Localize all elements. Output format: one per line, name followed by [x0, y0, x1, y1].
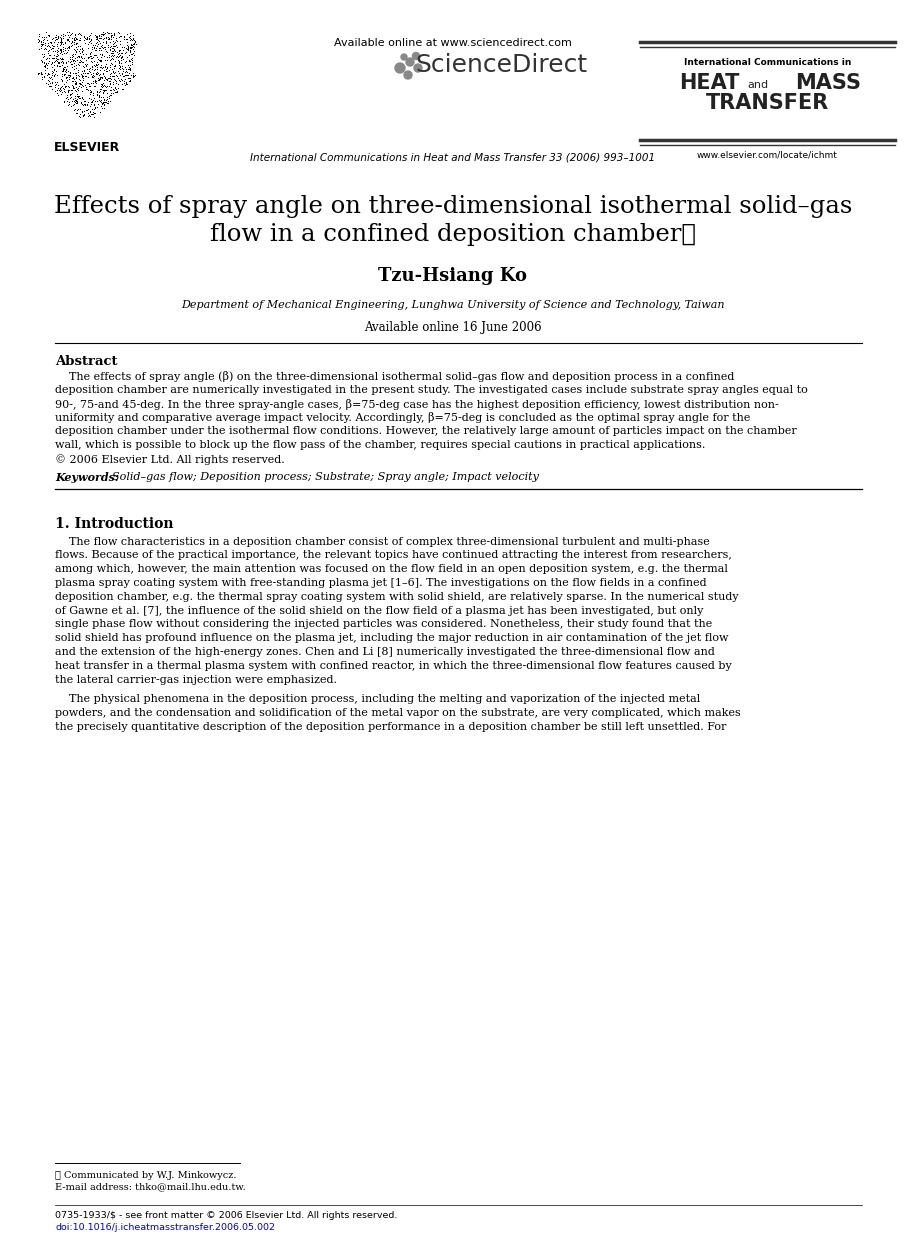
Text: Abstract: Abstract — [55, 355, 118, 368]
Text: flows. Because of the practical importance, the relevant topics have continued a: flows. Because of the practical importan… — [55, 551, 732, 561]
Text: 1. Introduction: 1. Introduction — [55, 516, 173, 531]
Text: wall, which is possible to block up the flow pass of the chamber, requires speci: wall, which is possible to block up the … — [55, 439, 706, 449]
Circle shape — [401, 54, 407, 59]
Text: ScienceDirect: ScienceDirect — [415, 53, 587, 77]
Text: E-mail address: thko@mail.lhu.edu.tw.: E-mail address: thko@mail.lhu.edu.tw. — [55, 1182, 246, 1191]
Text: flow in a confined deposition chamber☆: flow in a confined deposition chamber☆ — [210, 223, 696, 246]
Text: Keywords:: Keywords: — [55, 472, 119, 483]
Text: uniformity and comparative average impact velocity. Accordingly, β=75-deg is con: uniformity and comparative average impac… — [55, 412, 750, 423]
Circle shape — [395, 63, 405, 73]
Text: and the extension of the high-energy zones. Chen and Li [8] numerically investig: and the extension of the high-energy zon… — [55, 647, 715, 657]
Text: Tzu-Hsiang Ko: Tzu-Hsiang Ko — [378, 267, 528, 285]
Text: HEAT: HEAT — [679, 73, 739, 93]
Text: the precisely quantitative description of the deposition performance in a deposi: the precisely quantitative description o… — [55, 722, 727, 732]
Text: powders, and the condensation and solidification of the metal vapor on the subst: powders, and the condensation and solidi… — [55, 708, 741, 718]
Text: deposition chamber, e.g. the thermal spray coating system with solid shield, are: deposition chamber, e.g. the thermal spr… — [55, 592, 738, 602]
Text: solid shield has profound influence on the plasma jet, including the major reduc: solid shield has profound influence on t… — [55, 633, 728, 644]
Bar — [32, 28, 142, 136]
Circle shape — [414, 64, 422, 72]
Circle shape — [406, 58, 414, 66]
Circle shape — [404, 71, 412, 79]
Text: and: and — [747, 80, 768, 90]
Text: plasma spray coating system with free-standing plasma jet [1–6]. The investigati: plasma spray coating system with free-st… — [55, 578, 707, 588]
Text: Effects of spray angle on three-dimensional isothermal solid–gas: Effects of spray angle on three-dimensio… — [54, 196, 853, 218]
Text: MASS: MASS — [795, 73, 862, 93]
Text: among which, however, the main attention was focused on the flow field in an ope: among which, however, the main attention… — [55, 565, 728, 574]
Text: 0735-1933/$ - see front matter © 2006 Elsevier Ltd. All rights reserved.: 0735-1933/$ - see front matter © 2006 El… — [55, 1211, 397, 1219]
Text: ELSEVIER: ELSEVIER — [54, 141, 120, 154]
Text: Available online 16 June 2006: Available online 16 June 2006 — [365, 321, 541, 334]
Text: deposition chamber are numerically investigated in the present study. The invest: deposition chamber are numerically inves… — [55, 385, 808, 395]
Text: Solid–gas flow; Deposition process; Substrate; Spray angle; Impact velocity: Solid–gas flow; Deposition process; Subs… — [112, 472, 539, 482]
Text: The flow characteristics in a deposition chamber consist of complex three-dimens: The flow characteristics in a deposition… — [55, 536, 710, 547]
Circle shape — [413, 52, 420, 59]
Text: doi:10.1016/j.icheatmasstransfer.2006.05.002: doi:10.1016/j.icheatmasstransfer.2006.05… — [55, 1223, 275, 1232]
Text: of Gawne et al. [7], the influence of the solid shield on the flow field of a pl: of Gawne et al. [7], the influence of th… — [55, 605, 703, 615]
Text: Department of Mechanical Engineering, Lunghwa University of Science and Technolo: Department of Mechanical Engineering, Lu… — [181, 300, 725, 310]
Text: Available online at www.sciencedirect.com: Available online at www.sciencedirect.co… — [334, 38, 572, 48]
Text: International Communications in Heat and Mass Transfer 33 (2006) 993–1001: International Communications in Heat and… — [250, 152, 656, 162]
Text: ☆ Communicated by W.J. Minkowycz.: ☆ Communicated by W.J. Minkowycz. — [55, 1171, 237, 1180]
Text: heat transfer in a thermal plasma system with confined reactor, in which the thr: heat transfer in a thermal plasma system… — [55, 661, 732, 671]
Text: International Communications in: International Communications in — [684, 58, 851, 67]
Text: deposition chamber under the isothermal flow conditions. However, the relatively: deposition chamber under the isothermal … — [55, 426, 796, 436]
Text: single phase flow without considering the injected particles was considered. Non: single phase flow without considering th… — [55, 619, 712, 629]
Text: © 2006 Elsevier Ltd. All rights reserved.: © 2006 Elsevier Ltd. All rights reserved… — [55, 454, 285, 464]
Text: the lateral carrier-gas injection were emphasized.: the lateral carrier-gas injection were e… — [55, 675, 337, 685]
Text: The effects of spray angle (β) on the three-dimensional isothermal solid–gas flo: The effects of spray angle (β) on the th… — [55, 371, 735, 383]
Text: TRANSFER: TRANSFER — [706, 93, 829, 113]
Text: www.elsevier.com/locate/ichmt: www.elsevier.com/locate/ichmt — [697, 150, 838, 158]
Text: 90-, 75-and 45-deg. In the three spray-angle cases, β=75-deg case has the highes: 90-, 75-and 45-deg. In the three spray-a… — [55, 399, 779, 410]
Text: The physical phenomena in the deposition process, including the melting and vapo: The physical phenomena in the deposition… — [55, 695, 700, 704]
